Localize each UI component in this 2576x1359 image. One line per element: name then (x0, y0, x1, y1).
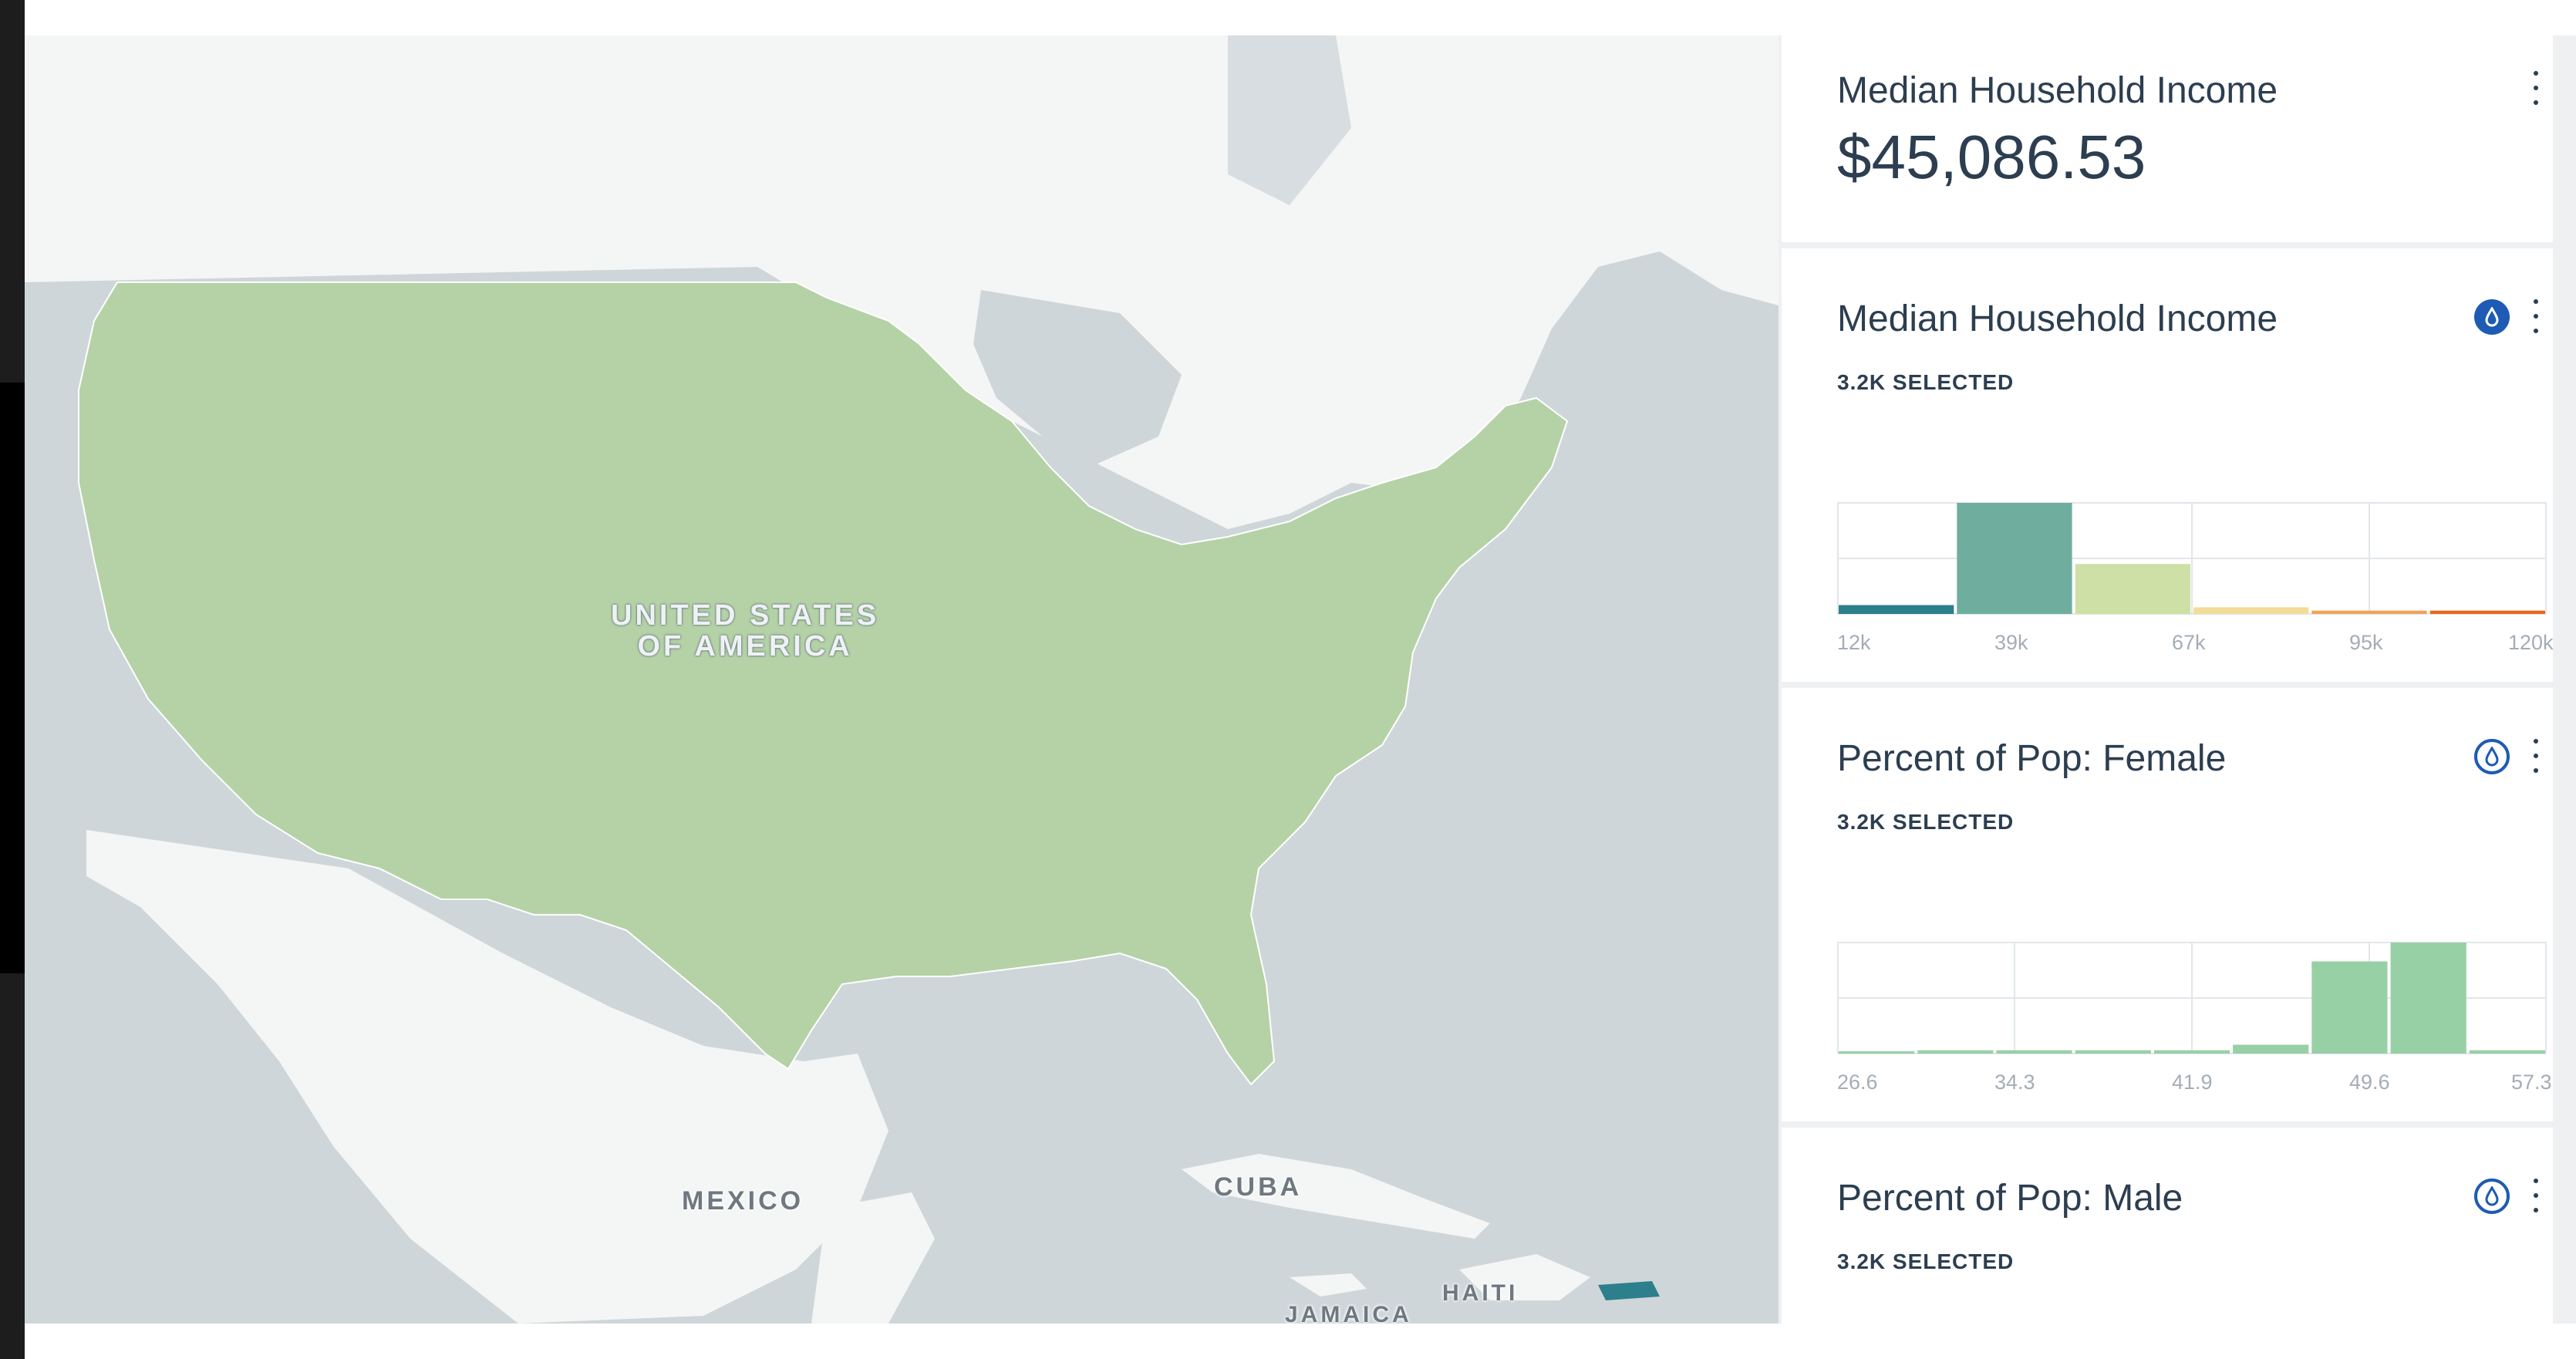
axis-tick: 41.9 (2172, 1071, 2213, 1094)
map-label-usa: UNITED STATES OF AMERICA (611, 599, 880, 663)
map-label-jamaica: JAMAICA (1285, 1302, 1412, 1324)
more-vertical-icon[interactable] (2527, 734, 2545, 777)
histogram-bar[interactable] (2429, 610, 2545, 614)
color-drop-icon[interactable] (2474, 1179, 2510, 1214)
histogram-bar[interactable] (1917, 1050, 1994, 1054)
selected-count: 3.2K SELECTED (1837, 810, 2015, 834)
histogram-bar[interactable] (2311, 610, 2427, 614)
histogram-bar[interactable] (2233, 1044, 2309, 1054)
histogram-bar[interactable] (1957, 503, 2072, 614)
widget-title: Percent of Pop: Female (1837, 738, 2227, 779)
map-view[interactable]: UNITED STATES OF AMERICA MEXICO CUBA HAI… (25, 35, 1779, 1324)
histogram-bar[interactable] (2075, 564, 2190, 614)
axis-tick: 120k (2508, 631, 2554, 654)
selected-count: 3.2K SELECTED (1837, 1249, 2015, 1273)
histogram-widget-female: Percent of Pop: Female 3.2K SELECTED 26.… (1782, 688, 2553, 1121)
widget-title: Percent of Pop: Male (1837, 1178, 2183, 1219)
formula-widget: Median Household Income $45,086.53 (1782, 35, 2553, 242)
widgets-sidebar[interactable]: Median Household Income $45,086.53 Media… (1779, 35, 2576, 1324)
histogram-bar[interactable] (1839, 605, 1954, 615)
more-vertical-icon[interactable] (2527, 295, 2545, 338)
map-label-haiti: HAITI (1442, 1280, 1519, 1306)
axis-tick: 57.3 (2511, 1071, 2552, 1094)
widget-title: Median Household Income (1837, 298, 2278, 339)
axis-tick: 67k (2172, 631, 2206, 654)
income-histogram[interactable] (1837, 500, 2547, 615)
histogram-bar[interactable] (1839, 1051, 1915, 1054)
female-histogram[interactable] (1837, 939, 2547, 1055)
histogram-widget-male: Percent of Pop: Male 3.2K SELECTED (1782, 1128, 2553, 1324)
map-label-cuba: CUBA (1214, 1172, 1303, 1202)
axis-tick: 39k (1994, 631, 2028, 654)
axis-tick: 95k (2349, 631, 2383, 654)
axis-tick: 49.6 (2349, 1071, 2390, 1094)
axis-tick: 34.3 (1994, 1071, 2035, 1094)
histogram-bar[interactable] (2075, 1050, 2151, 1054)
more-vertical-icon[interactable] (2527, 1174, 2545, 1217)
histogram-bar[interactable] (2469, 1050, 2545, 1054)
color-drop-icon[interactable] (2474, 739, 2510, 774)
histogram-bar[interactable] (2153, 1050, 2230, 1054)
histogram-bar[interactable] (2311, 961, 2388, 1054)
more-vertical-icon[interactable] (2527, 66, 2545, 110)
histogram-bar[interactable] (2390, 943, 2466, 1054)
color-drop-icon[interactable] (2474, 299, 2510, 335)
basemap (25, 35, 1779, 1324)
axis-tick: 12k (1837, 631, 1871, 654)
formula-value: $45,086.53 (1837, 123, 2146, 191)
widget-title: Median Household Income (1837, 70, 2278, 111)
histogram-widget-income: Median Household Income 3.2K SELECTED 12… (1782, 248, 2554, 682)
histogram-bar[interactable] (2193, 607, 2309, 614)
histogram-bar[interactable] (1996, 1050, 2072, 1054)
axis-tick: 26.6 (1837, 1071, 1878, 1094)
selected-count: 3.2K SELECTED (1837, 370, 2015, 394)
map-label-mexico: MEXICO (682, 1186, 804, 1216)
